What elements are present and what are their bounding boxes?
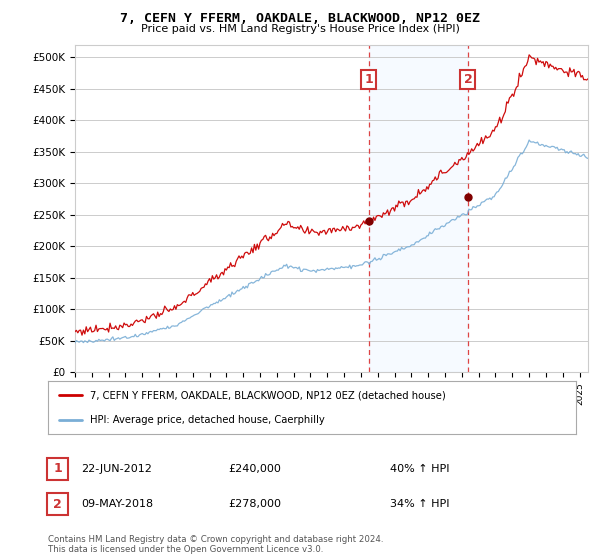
Bar	[369, 45, 468, 372]
Text: 2: 2	[464, 73, 472, 86]
Text: £240,000: £240,000	[228, 464, 281, 474]
Text: 2: 2	[53, 497, 62, 511]
Text: Contains HM Land Registry data © Crown copyright and database right 2024.
This d: Contains HM Land Registry data © Crown c…	[48, 535, 383, 554]
Text: 7, CEFN Y FFERM, OAKDALE, BLACKWOOD, NP12 0EZ: 7, CEFN Y FFERM, OAKDALE, BLACKWOOD, NP1…	[120, 12, 480, 25]
Text: 34% ↑ HPI: 34% ↑ HPI	[390, 499, 449, 509]
Text: Price paid vs. HM Land Registry's House Price Index (HPI): Price paid vs. HM Land Registry's House …	[140, 24, 460, 34]
Text: 09-MAY-2018: 09-MAY-2018	[81, 499, 153, 509]
Text: 1: 1	[364, 73, 373, 86]
Text: 1: 1	[53, 462, 62, 475]
Text: HPI: Average price, detached house, Caerphilly: HPI: Average price, detached house, Caer…	[90, 414, 325, 424]
Text: 7, CEFN Y FFERM, OAKDALE, BLACKWOOD, NP12 0EZ (detached house): 7, CEFN Y FFERM, OAKDALE, BLACKWOOD, NP1…	[90, 390, 446, 400]
Text: £278,000: £278,000	[228, 499, 281, 509]
Text: 40% ↑ HPI: 40% ↑ HPI	[390, 464, 449, 474]
Text: 22-JUN-2012: 22-JUN-2012	[81, 464, 152, 474]
